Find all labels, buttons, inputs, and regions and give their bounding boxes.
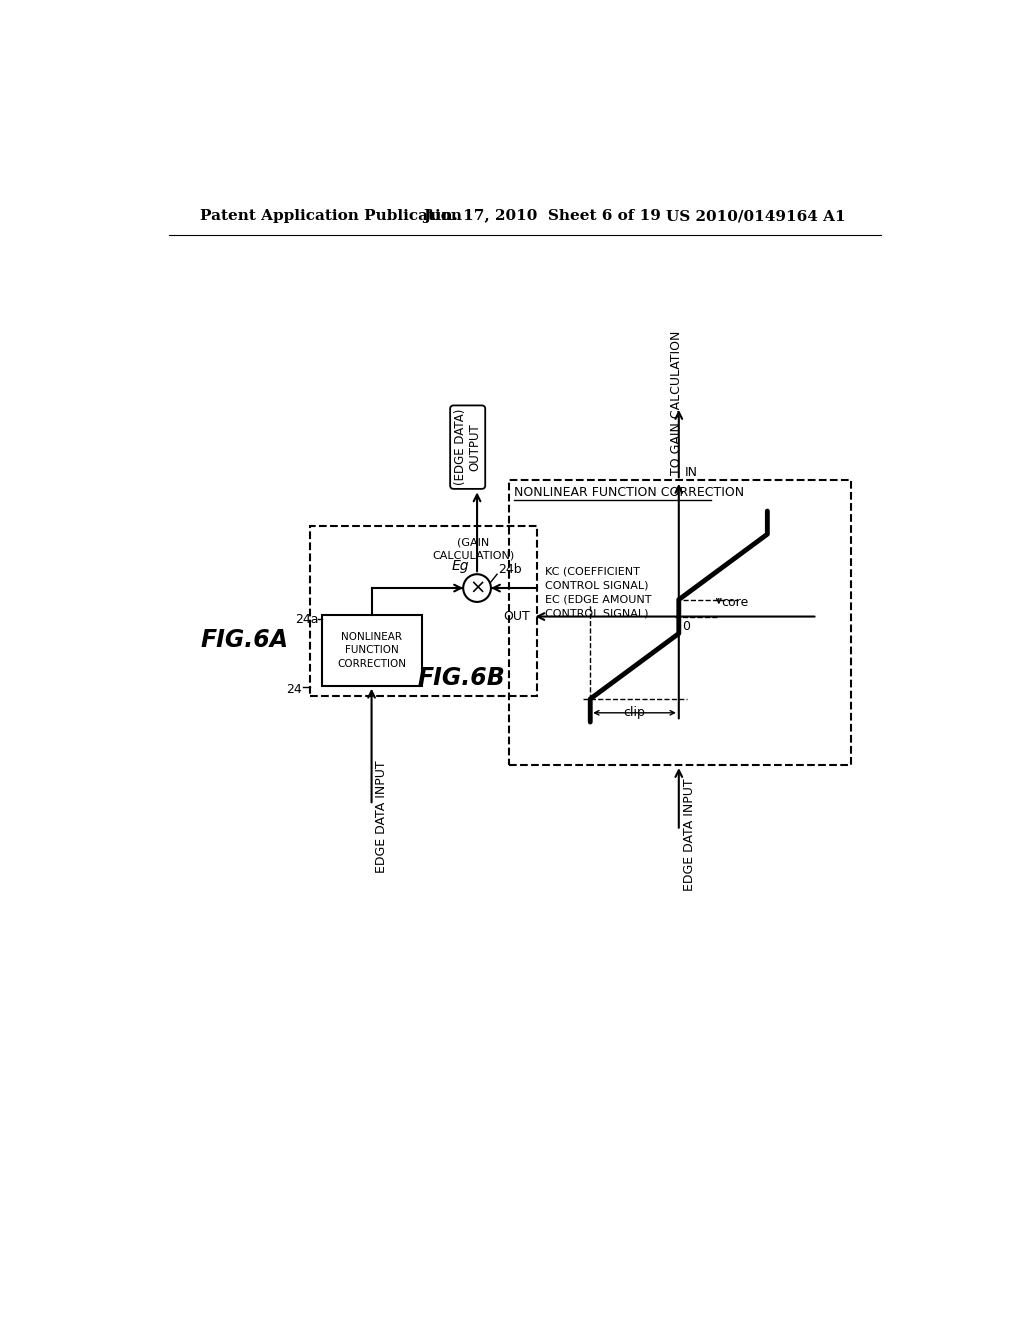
Text: IN: IN bbox=[685, 466, 698, 479]
Text: TO GAIN CALCULATION: TO GAIN CALCULATION bbox=[670, 331, 683, 475]
Text: core: core bbox=[721, 595, 749, 609]
Text: Eg: Eg bbox=[452, 558, 469, 573]
Text: NONLINEAR FUNCTION CORRECTION: NONLINEAR FUNCTION CORRECTION bbox=[514, 487, 744, 499]
Text: FIG.6B: FIG.6B bbox=[418, 667, 506, 690]
Text: NONLINEAR
FUNCTION
CORRECTION: NONLINEAR FUNCTION CORRECTION bbox=[337, 632, 407, 669]
Text: FIG.6A: FIG.6A bbox=[201, 627, 289, 652]
Text: 24b: 24b bbox=[499, 564, 522, 576]
Text: EDGE DATA INPUT: EDGE DATA INPUT bbox=[376, 760, 388, 873]
Text: (EDGE DATA)
OUTPUT: (EDGE DATA) OUTPUT bbox=[454, 409, 481, 486]
Text: Patent Application Publication: Patent Application Publication bbox=[200, 209, 462, 223]
Text: (GAIN
CALCULATION): (GAIN CALCULATION) bbox=[432, 537, 514, 561]
Text: KC (COEFFICIENT
CONTROL SIGNAL)
EC (EDGE AMOUNT
CONTROL SIGNAL): KC (COEFFICIENT CONTROL SIGNAL) EC (EDGE… bbox=[545, 566, 651, 619]
Text: 0: 0 bbox=[682, 620, 690, 634]
Text: ×: × bbox=[469, 578, 485, 598]
Text: 24a: 24a bbox=[295, 612, 318, 626]
Text: US 2010/0149164 A1: US 2010/0149164 A1 bbox=[666, 209, 846, 223]
Text: 24: 24 bbox=[287, 684, 302, 696]
Text: OUT: OUT bbox=[504, 610, 530, 623]
Text: Jun. 17, 2010  Sheet 6 of 19: Jun. 17, 2010 Sheet 6 of 19 bbox=[423, 209, 662, 223]
Text: EDGE DATA INPUT: EDGE DATA INPUT bbox=[683, 779, 695, 891]
Text: clip: clip bbox=[624, 706, 645, 719]
